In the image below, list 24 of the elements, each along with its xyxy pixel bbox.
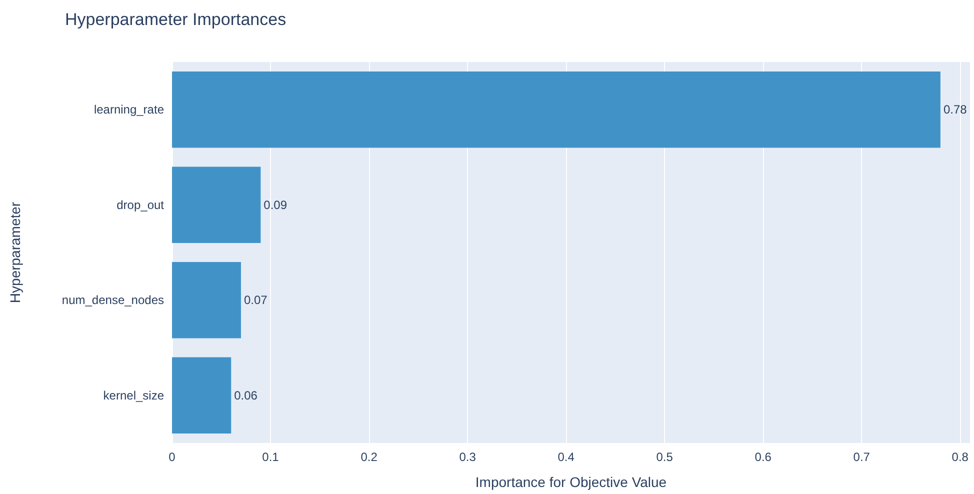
data-label: 0.09 <box>264 198 288 212</box>
x-tick-label: 0.2 <box>360 450 378 464</box>
bar <box>172 72 940 148</box>
data-label: 0.78 <box>943 102 968 117</box>
x-tick-label: 0.6 <box>754 450 772 464</box>
bar <box>172 262 241 338</box>
data-label: 0.07 <box>244 293 268 308</box>
y-tick-label: learning_rate <box>94 102 164 117</box>
x-tick-label: 0.8 <box>952 450 969 464</box>
x-tick-label: 0.7 <box>853 450 870 464</box>
x-tick-label: 0 <box>168 450 176 464</box>
x-tick-label: 0.3 <box>459 450 476 464</box>
data-label: 0.06 <box>234 388 258 402</box>
bar <box>172 166 261 243</box>
x-tick-label: 0.1 <box>262 450 280 464</box>
y-axis-title: Hyperparameter <box>7 202 23 304</box>
chart-title: Hyperparameter Importances <box>65 10 286 29</box>
x-tick-label: 0.5 <box>656 450 674 464</box>
y-tick-label: drop_out <box>116 198 165 212</box>
bar <box>172 357 232 434</box>
y-tick-label: num_dense_nodes <box>62 293 164 308</box>
x-axis-title: Importance for Objective Value <box>475 474 667 490</box>
y-tick-label: kernel_size <box>103 388 164 402</box>
x-tick-label: 0.4 <box>558 450 575 464</box>
